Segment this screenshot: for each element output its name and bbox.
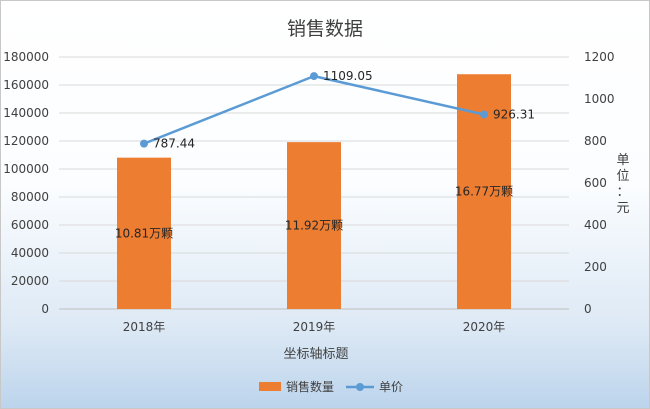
bar-data-label: 16.77万颗 <box>455 185 513 199</box>
y2-tick-label: 200 <box>584 260 607 274</box>
legend-label: 单价 <box>379 380 403 394</box>
y-tick-label: 60000 <box>11 218 49 232</box>
y2-tick-label: 1200 <box>584 50 615 64</box>
y-tick-label: 0 <box>41 302 49 316</box>
line-point <box>140 139 148 148</box>
line-layer <box>140 72 488 148</box>
bar <box>287 142 341 309</box>
bar-data-label: 11.92万颗 <box>285 219 343 233</box>
label-layer: 0 20000 40000 60000 80000 100000 120000 140000 1… <box>3 50 614 334</box>
line-point <box>480 110 488 119</box>
legend-label: 销售数量 <box>286 379 334 394</box>
y2-tick-label: 800 <box>584 134 607 148</box>
legend-swatch-bar <box>259 382 281 391</box>
chart-title: 销售数据 <box>287 18 363 40</box>
y2-tick-label: 0 <box>584 302 592 316</box>
bar-data-label: 10.81万颗 <box>115 226 173 240</box>
y-tick-label: 120000 <box>3 134 49 148</box>
y-tick-label: 180000 <box>3 50 49 64</box>
line-data-label: 787.44 <box>153 137 195 151</box>
y-tick-label: 160000 <box>3 78 49 92</box>
x-tick-label: 2019年 <box>293 320 336 334</box>
y2-axis-title: 单位：元 <box>616 153 629 216</box>
line-data-label: 1109.05 <box>323 69 373 83</box>
bar-layer <box>117 74 511 309</box>
legend-marker <box>356 383 364 391</box>
legend: 销售数量 单价 <box>259 379 403 394</box>
y-tick-label: 20000 <box>11 274 49 288</box>
y2-tick-label: 1000 <box>584 92 615 106</box>
line-data-label: 926.31 <box>493 107 535 121</box>
line-point <box>310 72 318 81</box>
y2-tick-label: 400 <box>584 218 607 232</box>
line-series <box>143 74 485 145</box>
y-tick-label: 40000 <box>11 246 49 260</box>
x-tick-label: 2020年 <box>463 320 506 334</box>
x-axis-title: 坐标轴标题 <box>283 347 348 362</box>
bar <box>117 157 171 309</box>
y-tick-label: 100000 <box>3 162 49 176</box>
y-tick-label: 140000 <box>3 106 49 120</box>
y2-tick-label: 600 <box>584 176 607 190</box>
y-tick-label: 80000 <box>11 190 49 204</box>
x-tick-label: 2018年 <box>123 320 166 334</box>
